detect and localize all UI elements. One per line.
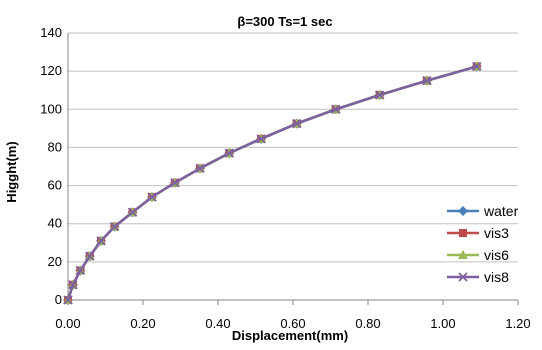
y-tick-labels: 0 20 40 60 80 100 120 140 bbox=[40, 25, 62, 307]
y-tick-label: 40 bbox=[48, 216, 62, 231]
series-vis8 bbox=[64, 62, 481, 304]
y-tick-label: 100 bbox=[40, 101, 62, 116]
series bbox=[63, 61, 482, 305]
vis3-line bbox=[68, 66, 477, 300]
legend: water vis3 vis6 vis8 bbox=[447, 203, 519, 285]
legend-marker-water bbox=[458, 206, 468, 216]
legend-label-water: water bbox=[483, 203, 519, 219]
y-tick-label: 80 bbox=[48, 139, 62, 154]
y-tick-label: 20 bbox=[48, 254, 62, 269]
x-tick-label: 0.80 bbox=[355, 316, 380, 331]
y-tick-label: 140 bbox=[40, 25, 62, 40]
y-tick-label: 0 bbox=[55, 292, 62, 307]
vis6-line bbox=[68, 66, 477, 300]
x-tick-label: 1.00 bbox=[430, 316, 455, 331]
vis8-line bbox=[68, 66, 477, 300]
series-water bbox=[63, 61, 482, 305]
x-tick-label: 0.40 bbox=[205, 316, 230, 331]
legend-label-vis8: vis8 bbox=[484, 269, 509, 285]
legend-label-vis6: vis6 bbox=[484, 247, 509, 263]
series-vis3 bbox=[64, 62, 481, 304]
y-tick-label: 60 bbox=[48, 178, 62, 193]
series-vis6 bbox=[63, 61, 482, 304]
x-tick-label: 0.20 bbox=[130, 316, 155, 331]
legend-marker-vis3 bbox=[459, 229, 467, 237]
y-axis-title: Higght(m) bbox=[4, 141, 19, 202]
chart-title: β=300 Ts=1 sec bbox=[237, 14, 332, 29]
gridlines bbox=[68, 33, 518, 262]
x-axis-title: Displacement(mm) bbox=[232, 328, 348, 343]
x-tick-label: 0.00 bbox=[55, 316, 80, 331]
y-tick-label: 120 bbox=[40, 63, 62, 78]
legend-label-vis3: vis3 bbox=[484, 225, 509, 241]
water-line bbox=[68, 66, 477, 300]
x-tick-label: 1.20 bbox=[505, 316, 530, 331]
